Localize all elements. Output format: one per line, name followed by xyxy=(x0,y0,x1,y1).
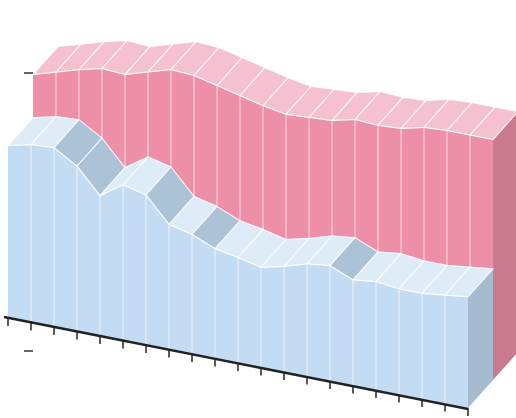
area-top xyxy=(32,68,494,141)
area-top xyxy=(7,144,469,298)
x-axis xyxy=(3,315,469,411)
end-face xyxy=(468,268,493,408)
end-face xyxy=(493,113,516,380)
